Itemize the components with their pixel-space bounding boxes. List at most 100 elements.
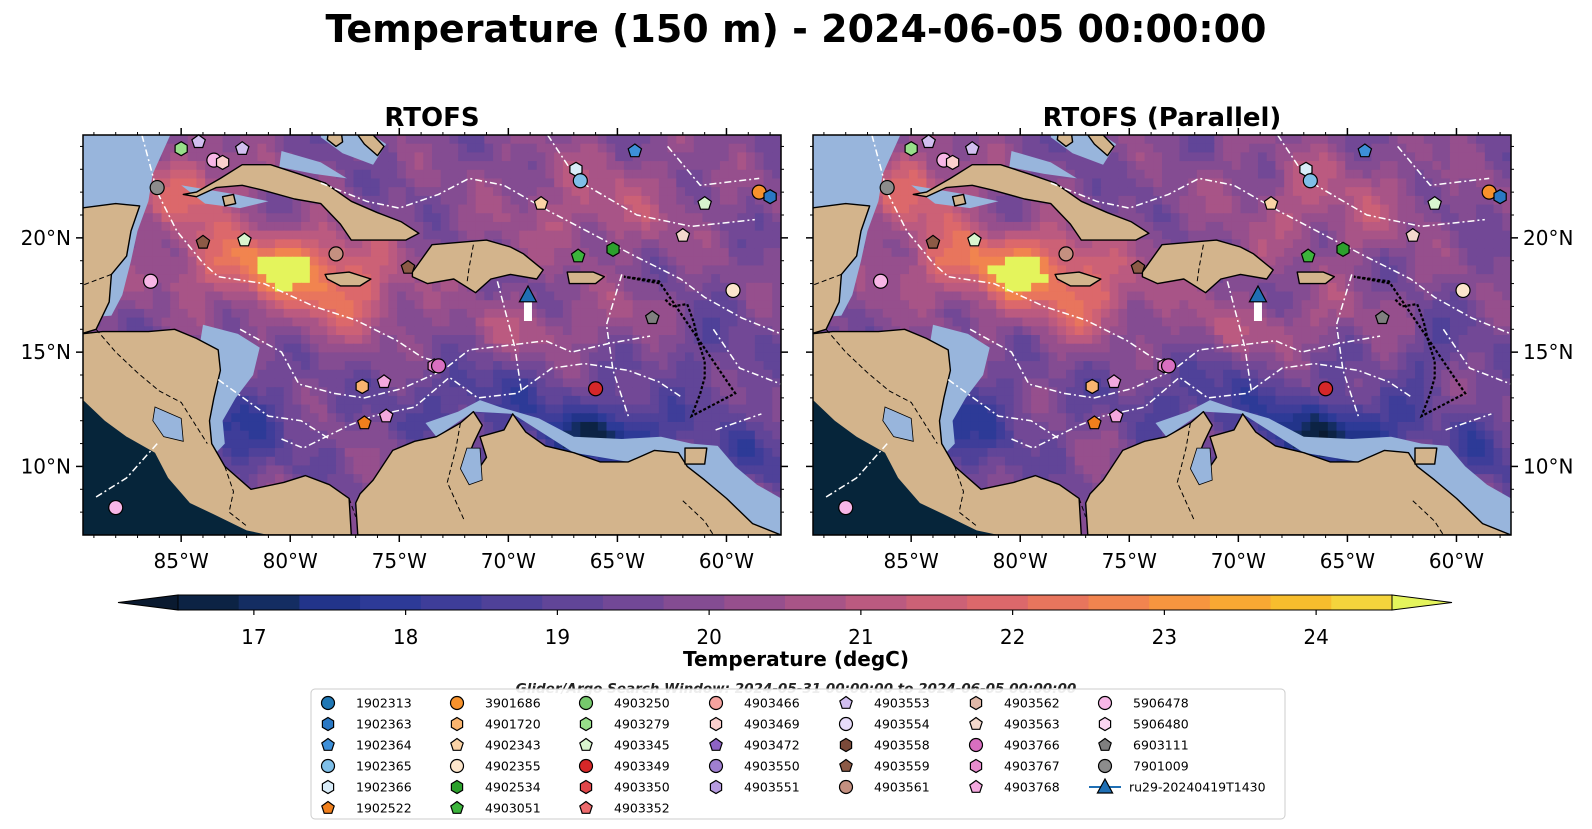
field-cell [144,256,154,267]
field-cell [772,178,781,188]
field-cell [1249,187,1259,197]
field-cell [987,152,997,162]
field-cell [240,300,250,310]
field-cell [519,195,529,206]
field-cell [874,221,884,232]
field-cell [1292,169,1303,180]
field-cell [772,404,781,414]
field-cell [283,308,293,319]
field-cell [1319,204,1329,214]
field-cell [562,204,573,214]
field-cell [711,204,721,214]
field-cell [641,421,651,432]
field-cell [685,387,695,397]
field-cell [475,300,485,310]
field-cell [1022,213,1032,223]
field-cell [606,187,616,197]
field-cell [283,439,293,449]
argo-float-marker [763,189,777,205]
field-cell [405,430,416,440]
field-cell [274,465,285,475]
field-cell [615,395,625,406]
field-cell [952,152,962,162]
field-cell [231,413,241,423]
field-cell [266,352,276,362]
field-cell [623,369,634,380]
field-cell [1327,221,1338,232]
field-cell [519,395,529,406]
field-cell [1423,204,1434,214]
field-cell [266,143,276,153]
field-cell [554,178,564,188]
field-cell [1153,213,1163,223]
field-cell [1127,143,1137,153]
field-cell [772,387,781,397]
field-cell [693,369,704,380]
field-cell [344,300,355,310]
field-cell [405,187,416,197]
field-cell [370,448,381,458]
field-cell [1205,161,1215,171]
field-cell [1066,169,1076,180]
field-cell [161,239,171,249]
field-cell [702,404,712,414]
field-cell [562,265,573,275]
argo-float-marker [606,241,620,257]
field-cell [196,143,206,153]
field-cell [1127,187,1137,197]
field-cell [423,343,433,353]
field-cell [562,326,573,336]
field-cell [719,448,730,458]
field-cell [1406,135,1416,145]
field-cell [370,369,381,380]
field-cell [1301,152,1311,162]
field-cell [754,282,765,293]
field-cell [935,135,945,145]
field-cell [1319,248,1329,258]
field-cell [1502,135,1511,145]
argo-float-marker [149,179,165,196]
field-cell [432,395,442,406]
field-cell [231,230,241,240]
field-cell [362,404,372,414]
field-cell [1170,213,1181,223]
field-cell [1353,152,1364,162]
field-cell [466,352,477,362]
field-cell [266,282,276,293]
field-cell [458,221,468,232]
field-cell [1319,152,1329,162]
field-cell [353,178,363,188]
field-cell [1214,169,1224,180]
field-cell [711,143,721,153]
field-cell [623,152,634,162]
field-cell [257,291,267,301]
field-cell [458,326,468,336]
field-cell [493,178,503,188]
field-cell [1319,230,1329,240]
field-cell [1100,204,1111,214]
field-cell [1406,152,1416,162]
field-cell [1249,143,1259,153]
field-cell [606,421,616,432]
argo-float-marker [627,143,643,158]
field-cell [891,239,901,249]
country-border [83,273,112,286]
field-cell [309,387,320,397]
field-cell [702,439,712,449]
field-cell [240,282,250,293]
field-cell [1345,143,1355,153]
field-cell [719,143,730,153]
field-cell [746,308,756,319]
field-cell [423,282,433,293]
field-cell [711,308,721,319]
field-cell [301,169,311,180]
field-cell [606,300,616,310]
field-cell [397,256,407,267]
field-cell [996,213,1006,223]
field-cell [571,291,581,301]
field-cell [1170,195,1181,206]
field-cell [231,221,241,232]
field-cell [379,187,389,197]
field-cell [676,282,686,293]
field-cell [711,213,721,223]
